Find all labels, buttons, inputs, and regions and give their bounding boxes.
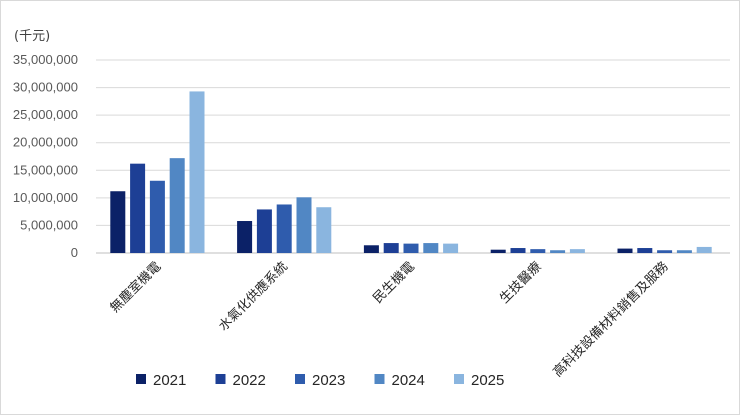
bar-2025: [316, 207, 332, 253]
bar-2024: [676, 250, 692, 253]
x-category-label: 民生機電: [370, 259, 417, 306]
y-tick-label: 5,000,000: [20, 217, 78, 232]
y-tick-label: 30,000,000: [13, 80, 78, 95]
y-tick-label: 35,000,000: [13, 52, 78, 67]
legend-swatch: [136, 374, 146, 384]
y-tick-label: 25,000,000: [13, 107, 78, 122]
bar-2023: [149, 180, 165, 253]
bar-2025: [189, 91, 205, 253]
bar-2023: [530, 249, 546, 253]
bar-2022: [130, 163, 146, 253]
y-unit-label: (千元): [14, 29, 50, 44]
bar-2025: [569, 249, 585, 253]
bar-2022: [256, 209, 272, 253]
legend-label: 2024: [392, 372, 425, 389]
legend-swatch: [454, 374, 464, 384]
bar-2022: [383, 243, 399, 253]
bar-2024: [423, 243, 439, 253]
bar-2021: [490, 249, 506, 253]
legend-swatch: [215, 374, 226, 384]
bar-2021: [110, 191, 126, 253]
legend-label: 2022: [233, 372, 266, 389]
x-axis-labels: 無塵室機電 水氣化供應系統 民生機電 生技醫療 高科技設備材料銷售及服務: [107, 259, 671, 381]
x-category-label: 高科技設備材料銷售及服務: [550, 259, 672, 381]
bar-2024: [296, 197, 312, 253]
x-category-label: 水氣化供應系統: [215, 259, 291, 335]
x-category-label: 無塵室機電: [107, 259, 164, 316]
bar-2022: [510, 248, 526, 253]
bar-2024: [169, 158, 185, 253]
bar-2023: [657, 250, 673, 253]
bars: [110, 91, 712, 253]
bar-2025: [443, 243, 459, 253]
legend-label: 2021: [153, 372, 186, 389]
bar-2021: [617, 248, 633, 253]
x-category-label: 生技醫療: [497, 259, 544, 306]
legend: 2021 2022 2023 2024 2025: [136, 372, 504, 389]
legend-label: 2025: [471, 372, 504, 389]
bar-2025: [696, 246, 712, 253]
y-tick-label: 0: [71, 245, 78, 260]
bar-2021: [363, 245, 379, 253]
legend-swatch: [374, 374, 385, 384]
y-tick-label: 20,000,000: [13, 135, 78, 150]
bar-2021: [237, 221, 253, 253]
bar-2022: [637, 248, 653, 253]
legend-swatch: [295, 374, 305, 384]
y-tick-label: 15,000,000: [13, 162, 78, 177]
bar-2023: [276, 204, 292, 253]
bar-2024: [550, 250, 566, 253]
y-tick-label: 10,000,000: [13, 190, 78, 205]
y-axis-ticks: 0 5,000,000 10,000,000 15,000,000 20,000,000…: [13, 52, 78, 260]
bar-2023: [403, 243, 419, 253]
legend-label: 2023: [312, 372, 345, 389]
